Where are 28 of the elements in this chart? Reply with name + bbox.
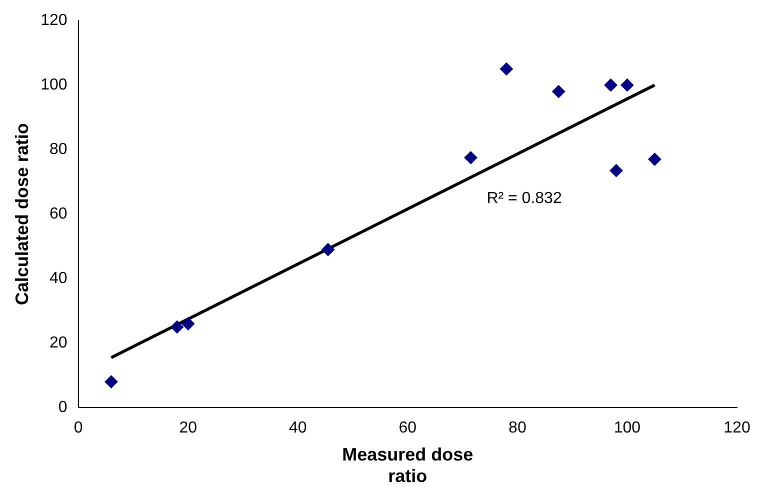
y-axis-title: Calculated dose ratio	[12, 123, 32, 306]
point	[610, 164, 623, 178]
point	[322, 243, 335, 256]
x-tick-label: 40	[288, 420, 307, 437]
point	[648, 152, 662, 166]
point	[170, 320, 184, 334]
point	[464, 151, 478, 164]
y-tick-label: 80	[50, 141, 68, 158]
x-tick-label: 120	[724, 420, 750, 437]
annotation: R² = 0.832	[486, 190, 562, 208]
point	[552, 85, 566, 98]
y-tick-label: 0	[58, 399, 68, 416]
point	[604, 78, 618, 92]
point	[104, 375, 118, 388]
point	[182, 317, 195, 330]
x-tick-label: 100	[614, 420, 641, 437]
x-tick-label: 0	[74, 420, 83, 437]
y-tick-label: 120	[40, 12, 68, 30]
point	[500, 62, 513, 76]
x-tick-label: 60	[398, 420, 417, 437]
y-tick-label: 20	[50, 334, 68, 352]
x-tick-label: 80	[508, 420, 526, 437]
point	[620, 78, 634, 92]
y-tick-label: 100	[40, 76, 68, 94]
x-axis-title: Measured dose ratio	[342, 444, 474, 486]
y-tick-label: 40	[50, 270, 68, 288]
y-tick-label: 60	[50, 206, 68, 223]
x-tick-label: 20	[179, 420, 198, 437]
